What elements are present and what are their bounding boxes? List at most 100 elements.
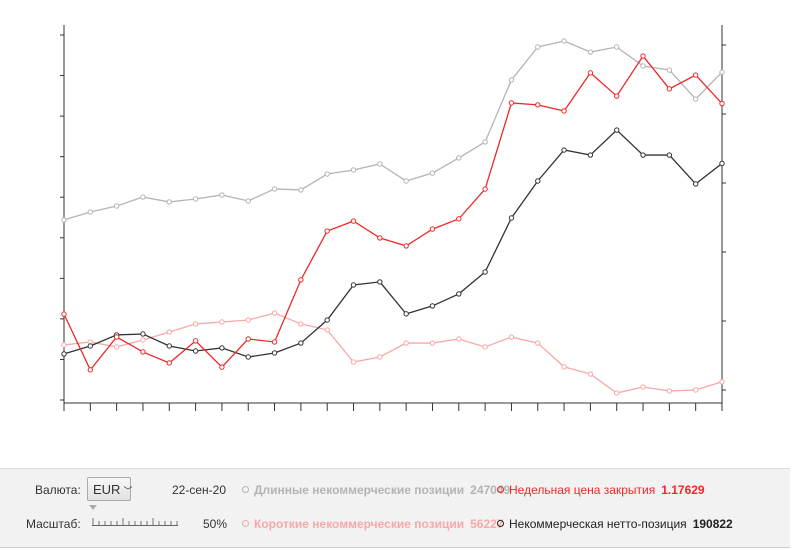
data-point: [587, 70, 594, 76]
data-point: [508, 215, 515, 221]
data-point: [61, 351, 67, 357]
data-point: [429, 226, 436, 232]
data-point: [377, 235, 383, 241]
data-point: [403, 311, 409, 317]
currency-value: EUR: [93, 482, 121, 497]
data-point: [350, 218, 357, 224]
data-point: [456, 336, 462, 342]
data-point: [140, 349, 146, 355]
data-point: [482, 186, 488, 192]
data-point: [403, 340, 409, 346]
data-point: [166, 199, 172, 205]
data-point: [535, 340, 541, 346]
legend-value: 190822: [692, 517, 733, 531]
data-point: [535, 44, 541, 50]
data-point: [192, 196, 199, 202]
data-point: [140, 194, 146, 200]
data-point: [192, 321, 199, 327]
data-point: [614, 44, 620, 50]
data-point: [192, 338, 199, 344]
data-point: [350, 359, 357, 365]
data-point: [508, 334, 515, 340]
data-point: [324, 171, 330, 177]
data-point: [640, 63, 646, 69]
data-point: [429, 303, 436, 309]
data-point: [245, 317, 251, 323]
legend-value: 56227: [470, 517, 504, 531]
currency-select[interactable]: EUR ﹀: [87, 477, 132, 501]
data-point: [219, 364, 225, 370]
data-point: [429, 340, 436, 346]
data-point: [508, 100, 515, 106]
data-point: [219, 319, 225, 325]
data-point: [324, 317, 330, 323]
scale-slider[interactable]: [89, 505, 178, 526]
data-point: [587, 371, 594, 377]
currency-label: Валюта:: [35, 483, 81, 497]
legend-label: Некоммерческая нетто-позиция: [509, 517, 687, 531]
data-point: [298, 340, 304, 346]
series-line-1: [63, 312, 723, 394]
circle-icon: [497, 486, 504, 493]
data-point: [482, 269, 488, 275]
data-point: [271, 339, 278, 345]
data-point: [456, 216, 462, 222]
data-point: [192, 348, 199, 354]
legend-label: Короткие некоммерческие позиции: [254, 517, 465, 531]
data-point: [561, 364, 567, 370]
data-point: [298, 277, 304, 283]
data-point: [87, 209, 94, 215]
data-point: [166, 343, 172, 349]
data-point: [692, 181, 699, 187]
circle-icon: [242, 520, 249, 527]
data-point: [245, 354, 251, 360]
series-line-3: [63, 54, 723, 372]
slider-handle-icon[interactable]: [89, 505, 97, 510]
legend-label: Недельная цена закрытия: [509, 483, 656, 497]
data-point: [666, 388, 673, 394]
data-point: [271, 310, 278, 316]
data-point: [640, 384, 646, 390]
control-panel: Валюта: EUR ﹀ 22-сен-20 Масштаб: 50% Длин…: [0, 468, 790, 548]
data-point: [587, 49, 594, 55]
data-point: [271, 186, 278, 192]
data-point: [692, 72, 699, 78]
data-point: [692, 387, 699, 393]
data-point: [719, 379, 725, 385]
data-point: [719, 160, 725, 167]
data-point: [166, 360, 172, 366]
data-point: [350, 282, 357, 288]
data-point: [87, 343, 94, 349]
legend-long[interactable]: Длинные некоммерческие позиции 247049: [242, 483, 510, 497]
data-point: [245, 336, 251, 342]
data-point: [614, 93, 620, 99]
data-point: [140, 337, 146, 343]
data-point: [614, 390, 620, 396]
data-point: [166, 329, 172, 335]
data-point: [324, 327, 330, 333]
data-point: [666, 67, 673, 73]
data-point: [456, 155, 462, 161]
legend-value: 1.17629: [661, 483, 705, 497]
data-point: [377, 354, 383, 360]
selected-date: 22-сен-20: [172, 483, 226, 497]
data-point: [403, 178, 409, 184]
data-point: [113, 203, 120, 209]
data-point: [298, 187, 304, 193]
legend-short[interactable]: Короткие некоммерческие позиции 56227: [242, 517, 504, 531]
data-point: [456, 291, 462, 297]
data-point: [350, 167, 357, 173]
data-point: [587, 152, 594, 158]
data-point: [535, 102, 541, 108]
data-point: [508, 77, 515, 83]
data-point: [561, 147, 567, 153]
cot-chart: [60, 25, 726, 411]
data-point: [61, 342, 67, 348]
data-point: [271, 350, 278, 356]
data-point: [719, 69, 725, 75]
data-point: [535, 178, 541, 184]
legend-net[interactable]: Некоммерческая нетто-позиция 190822: [497, 517, 733, 531]
data-point: [298, 321, 304, 327]
legend-price[interactable]: Недельная цена закрытия 1.17629: [497, 483, 705, 497]
data-point: [719, 100, 725, 107]
